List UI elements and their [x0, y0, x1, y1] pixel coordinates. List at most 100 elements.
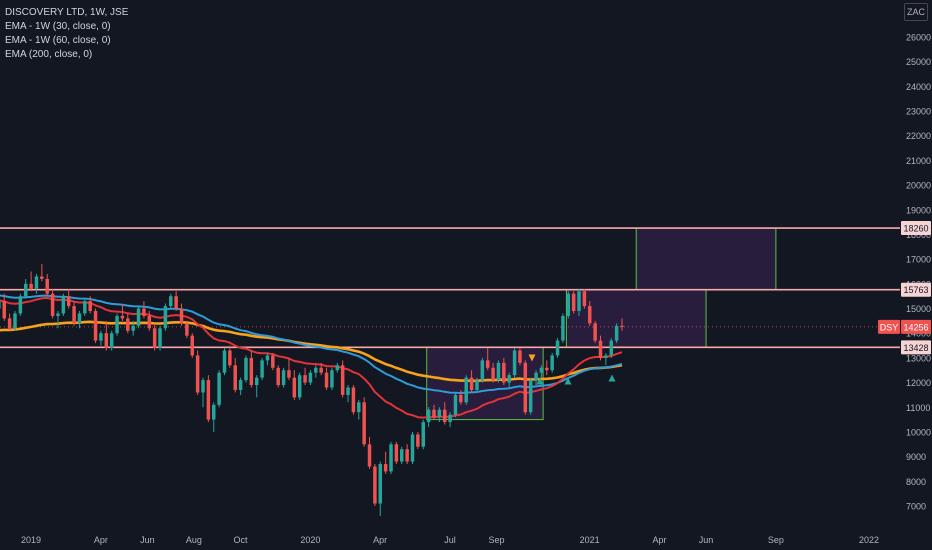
candle[interactable] — [222, 348, 227, 376]
candle[interactable] — [507, 372, 511, 388]
candle[interactable] — [201, 377, 205, 408]
candle[interactable] — [346, 385, 350, 403]
candle[interactable] — [593, 320, 597, 344]
candle[interactable] — [442, 402, 447, 425]
candle[interactable] — [448, 412, 452, 428]
candle[interactable] — [0, 296, 1, 311]
candle[interactable] — [104, 320, 109, 351]
candle[interactable] — [582, 288, 587, 309]
candle[interactable] — [383, 451, 388, 474]
candle[interactable] — [405, 444, 409, 465]
candle[interactable] — [40, 264, 44, 282]
candle[interactable] — [136, 306, 141, 329]
candle[interactable] — [233, 357, 237, 393]
zone-box[interactable] — [565, 289, 707, 348]
candle[interactable] — [485, 348, 490, 371]
symbol-title[interactable]: DISCOVERY LTD, 1W, JSE — [5, 7, 129, 18]
candle[interactable] — [523, 360, 528, 415]
candle[interactable] — [475, 377, 479, 393]
candle[interactable] — [109, 330, 114, 351]
candle[interactable] — [362, 397, 366, 447]
candle[interactable] — [604, 352, 608, 366]
candle[interactable] — [357, 399, 361, 420]
currency-button[interactable]: ZAC — [904, 3, 928, 21]
candle[interactable] — [88, 296, 92, 314]
candle[interactable] — [330, 367, 334, 390]
candle[interactable] — [18, 293, 23, 316]
candle[interactable] — [598, 335, 603, 361]
candle[interactable] — [61, 293, 66, 316]
candle[interactable] — [571, 291, 576, 314]
candle[interactable] — [469, 370, 474, 393]
candle[interactable] — [142, 301, 146, 319]
candle[interactable] — [249, 350, 254, 388]
indicator-ema60-label[interactable]: EMA - 1W (60, close, 0) — [5, 35, 111, 46]
candle[interactable] — [254, 375, 259, 398]
candle[interactable] — [292, 370, 297, 400]
candle[interactable] — [416, 431, 420, 450]
candle[interactable] — [50, 288, 55, 319]
candle[interactable] — [260, 357, 264, 381]
candle[interactable] — [211, 402, 216, 432]
candle[interactable] — [265, 352, 270, 366]
candle[interactable] — [609, 338, 614, 358]
candle[interactable] — [297, 372, 302, 400]
candle[interactable] — [287, 357, 291, 381]
candle[interactable] — [7, 313, 12, 331]
candle[interactable] — [185, 320, 189, 339]
candle[interactable] — [512, 348, 517, 378]
candle[interactable] — [126, 313, 130, 334]
candle[interactable] — [163, 303, 168, 331]
candle[interactable] — [528, 377, 533, 415]
candle[interactable] — [373, 464, 377, 506]
candle[interactable] — [66, 288, 71, 309]
candle[interactable] — [169, 293, 173, 309]
candle[interactable] — [437, 407, 442, 423]
candle[interactable] — [367, 436, 372, 469]
candle[interactable] — [158, 325, 162, 351]
candle[interactable] — [464, 375, 468, 405]
time-axis[interactable]: 2019 Apr Jun Aug Oct 2020 Apr Jul Sep 2021 Apr Jun S… — [21, 535, 879, 545]
candle[interactable] — [480, 357, 485, 383]
candle[interactable] — [77, 310, 82, 329]
candle[interactable] — [83, 298, 87, 316]
candle[interactable] — [410, 431, 415, 465]
candle[interactable] — [614, 323, 619, 344]
candle[interactable] — [550, 352, 554, 373]
candle[interactable] — [190, 333, 195, 358]
candle[interactable] — [217, 370, 221, 408]
candle[interactable] — [281, 367, 286, 388]
candle[interactable] — [518, 348, 522, 366]
candle[interactable] — [588, 301, 592, 326]
candle[interactable] — [400, 446, 404, 465]
candle[interactable] — [491, 362, 495, 383]
candle[interactable] — [195, 350, 200, 395]
candle[interactable] — [534, 370, 538, 386]
candle[interactable] — [620, 318, 624, 331]
candle[interactable] — [426, 407, 431, 428]
candle[interactable] — [421, 419, 425, 450]
candle[interactable] — [99, 330, 103, 346]
candle[interactable] — [93, 308, 98, 344]
candle[interactable] — [45, 273, 49, 297]
candle[interactable] — [147, 310, 152, 331]
indicator-ema30-label[interactable]: EMA - 1W (30, close, 0) — [5, 21, 111, 32]
indicator-ema200-label[interactable]: EMA (200, close, 0) — [5, 49, 93, 60]
candle[interactable] — [539, 365, 544, 378]
candle[interactable] — [131, 320, 135, 336]
candle[interactable] — [432, 404, 436, 420]
candle[interactable] — [389, 441, 393, 474]
candle[interactable] — [453, 392, 458, 418]
candle[interactable] — [174, 291, 178, 311]
candle[interactable] — [238, 377, 243, 395]
candle[interactable] — [23, 278, 28, 299]
candle[interactable] — [459, 389, 463, 405]
candle[interactable] — [56, 310, 60, 329]
candle[interactable] — [2, 293, 6, 321]
zone-box[interactable] — [635, 227, 777, 291]
candle[interactable] — [555, 338, 560, 358]
candle[interactable] — [378, 461, 383, 516]
candle[interactable] — [351, 385, 356, 415]
candle[interactable] — [228, 345, 232, 368]
